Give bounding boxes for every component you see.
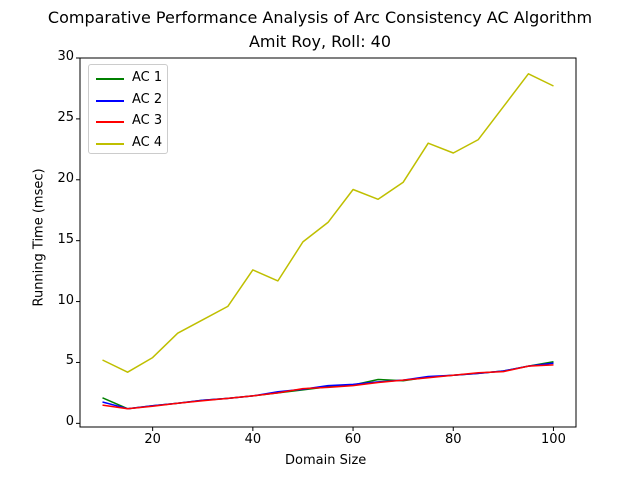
legend-item: AC 4	[89, 133, 167, 153]
legend-item: AC 3	[89, 111, 167, 131]
series-line-ac-3	[102, 364, 554, 410]
legend-swatch	[96, 78, 124, 80]
y-tick-label: 5	[65, 353, 74, 369]
chart-title: Comparative Performance Analysis of Arc …	[47, 8, 593, 27]
y-tick-label: 20	[57, 170, 74, 186]
y-tick-label: 15	[57, 231, 74, 247]
x-axis-label: Domain Size	[285, 453, 367, 468]
y-tick-label: 25	[57, 109, 74, 125]
x-tick-label: 20	[144, 432, 161, 447]
y-tick-label: 0	[65, 414, 74, 430]
legend-label: AC 4	[132, 134, 163, 150]
series-line-ac-4	[102, 73, 554, 373]
legend-label: AC 2	[132, 91, 163, 107]
chart-subtitle: Amit Roy, Roll: 40	[248, 32, 392, 51]
chart-legend: AC 1 AC 2 AC 3 AC 4	[88, 64, 168, 154]
x-tick-label: 100	[541, 432, 566, 447]
y-tick-label: 10	[57, 292, 74, 308]
x-tick-label: 60	[344, 432, 362, 447]
series-line-ac-2	[102, 362, 554, 410]
legend-item: AC 1	[89, 68, 167, 88]
legend-label: AC 3	[132, 113, 163, 128]
y-tick-label: 30	[57, 49, 74, 64]
legend-label: AC 1	[132, 70, 163, 85]
legend-swatch	[96, 99, 124, 102]
legend-swatch	[96, 142, 124, 145]
legend-swatch	[96, 121, 124, 123]
plot-frame	[79, 57, 577, 428]
x-tick-label: 80	[444, 432, 462, 447]
legend-item: AC 2	[89, 90, 167, 110]
y-axis-label: Running Time (msec)	[31, 168, 47, 307]
x-tick-label: 40	[244, 432, 262, 447]
